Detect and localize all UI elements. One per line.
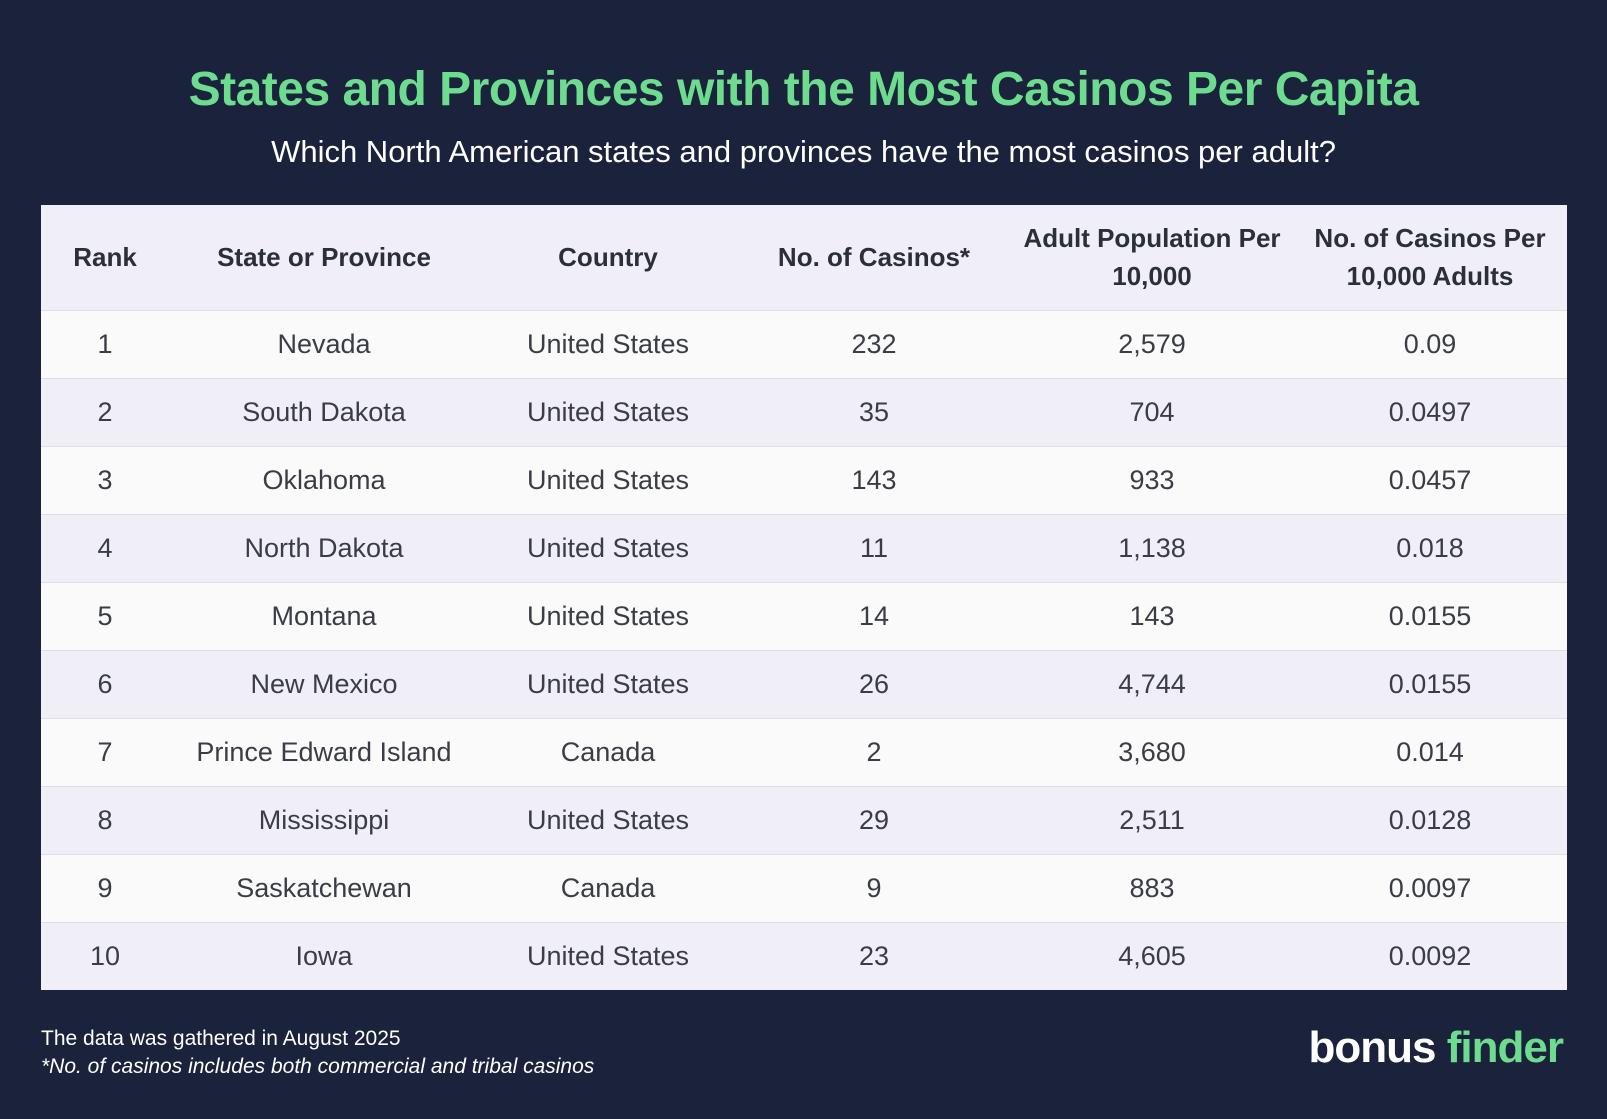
- cell-casinos-per-10000: 0.0155: [1388, 600, 1472, 631]
- bonusfinder-logo: bonus finder: [1308, 1022, 1564, 1074]
- cell-rank: 4: [97, 532, 113, 563]
- cell-state: Saskatchewan: [236, 872, 412, 903]
- cell-rank: 5: [97, 600, 113, 631]
- header-rank: Rank: [73, 242, 137, 273]
- cell-adult-population: 704: [1129, 396, 1175, 427]
- table-row: 7 Prince Edward Island Canada 2 3,680 0.014: [41, 718, 1567, 786]
- cell-casinos: 143: [851, 464, 897, 495]
- cell-country: United States: [526, 328, 690, 359]
- cell-rank: 7: [97, 736, 113, 767]
- header-country: Country: [558, 242, 658, 273]
- cell-rank: 6: [97, 668, 113, 699]
- cell-casinos: 2: [866, 736, 882, 767]
- cell-country: United States: [526, 940, 690, 971]
- cell-state: North Dakota: [244, 532, 404, 563]
- cell-adult-population: 4,744: [1118, 668, 1186, 699]
- header-state: State or Province: [217, 242, 431, 273]
- cell-casinos: 29: [858, 804, 890, 835]
- cell-state: Nevada: [277, 328, 371, 359]
- page-subtitle: Which North American states and province…: [271, 134, 1336, 169]
- header-casinos: No. of Casinos*: [777, 242, 971, 273]
- cell-state: Oklahoma: [262, 464, 386, 495]
- header-adult-population: Adult Population Per 10,000: [1023, 223, 1281, 292]
- cell-casinos: 35: [858, 396, 890, 427]
- cell-casinos-per-10000: 0.0097: [1388, 872, 1472, 903]
- cell-country: United States: [526, 396, 690, 427]
- cell-adult-population: 143: [1129, 600, 1175, 631]
- cell-rank: 2: [97, 396, 113, 427]
- cell-adult-population: 2,511: [1119, 804, 1185, 835]
- cell-adult-population: 2,579: [1118, 328, 1186, 359]
- cell-casinos-per-10000: 0.018: [1396, 532, 1464, 563]
- cell-casinos: 26: [858, 668, 890, 699]
- cell-casinos-per-10000: 0.0457: [1388, 464, 1472, 495]
- table-row: 4 North Dakota United States 11 1,138 0.018: [41, 514, 1567, 582]
- cell-casinos-per-10000: 0.0497: [1388, 396, 1472, 427]
- cell-country: Canada: [560, 872, 656, 903]
- cell-rank: 8: [97, 804, 113, 835]
- table-row: 9 Saskatchewan Canada 9 883 0.0097: [41, 854, 1567, 922]
- cell-country: United States: [526, 804, 690, 835]
- cell-casinos-per-10000: 0.0155: [1388, 668, 1472, 699]
- table-row: 6 New Mexico United States 26 4,744 0.0155: [41, 650, 1567, 718]
- table-row: 1 Nevada United States 232 2,579 0.09: [41, 310, 1567, 378]
- cell-adult-population: 4,605: [1118, 940, 1186, 971]
- logo-word-1: bonus: [1308, 1023, 1437, 1072]
- cell-casinos-per-10000: 0.0092: [1388, 940, 1472, 971]
- cell-state: Mississippi: [258, 804, 390, 835]
- cell-rank: 10: [89, 940, 121, 971]
- cell-casinos-per-10000: 0.014: [1396, 736, 1464, 767]
- data-note: The data was gathered in August 2025: [41, 1027, 401, 1050]
- table-row: 3 Oklahoma United States 143 933 0.0457: [41, 446, 1567, 514]
- page-title: States and Provinces with the Most Casin…: [188, 63, 1419, 116]
- cell-state: Montana: [271, 600, 377, 631]
- cell-casinos-per-10000: 0.0128: [1388, 804, 1472, 835]
- cell-adult-population: 3,680: [1118, 736, 1186, 767]
- casino-table: Rank State or Province Country No. of Ca…: [41, 205, 1567, 990]
- footnote: *No. of casinos includes both commercial…: [41, 1055, 595, 1078]
- cell-casinos: 232: [851, 328, 897, 359]
- table-body: 1 Nevada United States 232 2,579 0.09 2 South D…: [41, 310, 1567, 990]
- logo-word-2: finder: [1446, 1023, 1564, 1072]
- cell-country: Canada: [560, 736, 656, 767]
- cell-state: Iowa: [295, 940, 353, 971]
- table-row: 10 Iowa United States 23 4,605 0.0092: [41, 922, 1567, 990]
- cell-adult-population: 1,138: [1118, 532, 1186, 563]
- header-casinos-per-10000: No. of Casinos Per 10,000 Adults: [1314, 223, 1546, 292]
- cell-rank: 3: [97, 464, 113, 495]
- cell-state: South Dakota: [242, 396, 406, 427]
- cell-rank: 1: [97, 328, 113, 359]
- cell-country: United States: [526, 464, 690, 495]
- table-row: 8 Mississippi United States 29 2,511 0.0128: [41, 786, 1567, 854]
- cell-adult-population: 933: [1129, 464, 1175, 495]
- cell-adult-population: 883: [1129, 872, 1175, 903]
- cell-casinos: 11: [859, 532, 889, 563]
- table-row: 5 Montana United States 14 143 0.0155: [41, 582, 1567, 650]
- cell-country: United States: [526, 600, 690, 631]
- casino-table-container: Rank State or Province Country No. of Ca…: [41, 205, 1567, 990]
- table-header-row: Rank State or Province Country No. of Ca…: [41, 205, 1567, 310]
- table-row: 2 South Dakota United States 35 704 0.0497: [41, 378, 1567, 446]
- cell-rank: 9: [97, 872, 113, 903]
- cell-country: United States: [526, 668, 690, 699]
- cell-state: New Mexico: [250, 668, 398, 699]
- cell-casinos: 23: [858, 940, 890, 971]
- cell-casinos-per-10000: 0.09: [1403, 328, 1457, 359]
- cell-country: United States: [526, 532, 690, 563]
- cell-casinos: 14: [858, 600, 890, 631]
- cell-state: Prince Edward Island: [196, 736, 452, 767]
- cell-casinos: 9: [866, 872, 882, 903]
